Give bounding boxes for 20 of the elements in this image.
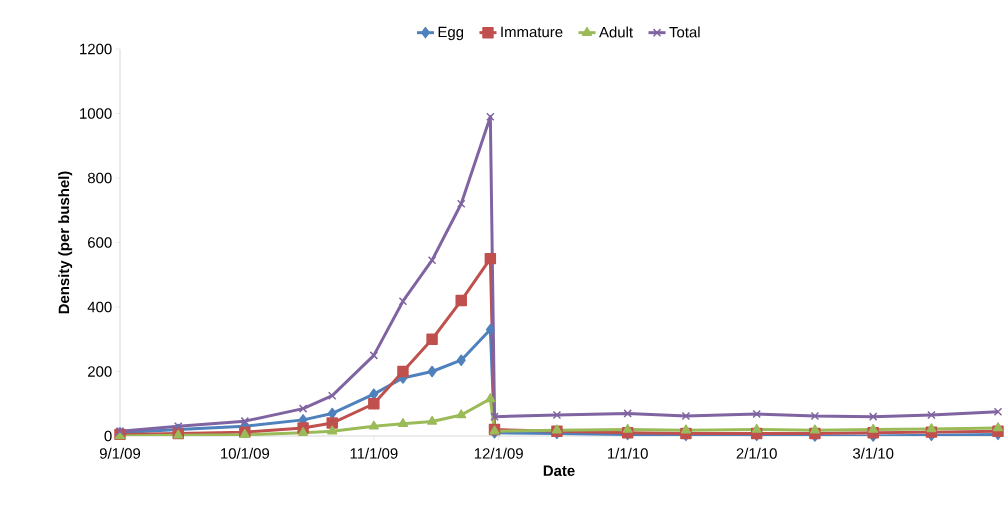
x-tick-label: 11/1/09 (350, 447, 398, 459)
x-tick-label: 9/1/09 (99, 447, 141, 459)
legend-label: Adult (599, 26, 633, 38)
y-tick-label: 200 (88, 366, 112, 377)
x-tick-label: 3/1/10 (852, 447, 894, 459)
y-tick-label: 400 (87, 301, 112, 313)
x-tick-label: 1/1/10 (608, 447, 648, 459)
y-tick-label: 0 (104, 430, 112, 442)
x-tick-label: 12/1/09 (474, 447, 523, 459)
y-tick-label: 1000 (80, 108, 112, 119)
y-tick-label: 1200 (80, 43, 112, 55)
legend-label: Total (669, 26, 700, 38)
legend-label: Egg (438, 26, 464, 41)
x-tick-label: 2/1/10 (736, 447, 777, 459)
legend-label: Immature (501, 26, 563, 38)
y-tick-label: 800 (87, 172, 112, 184)
y-axis-title: Density (per bushel) (58, 171, 73, 314)
x-axis-title: Date (543, 465, 575, 476)
y-tick-label: 600 (88, 237, 112, 248)
x-tick-label: 10/1/09 (221, 447, 270, 459)
